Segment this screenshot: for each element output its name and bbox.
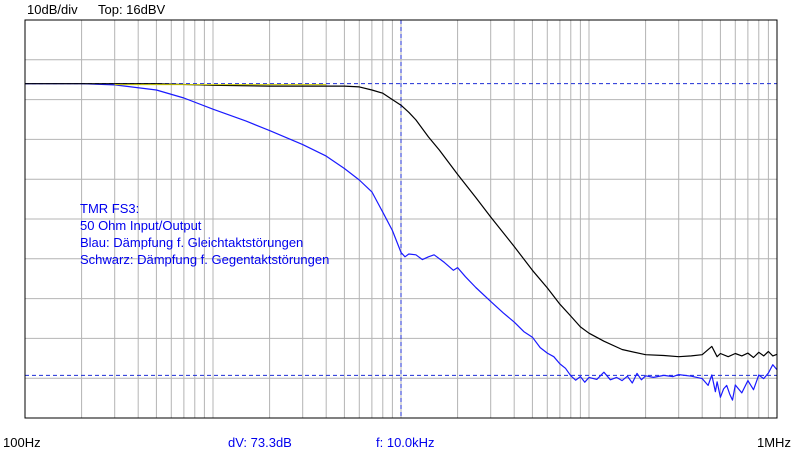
trace-black [25,83,778,359]
delta-v-readout: dV: 73.3dB [228,435,292,450]
top-level-label: Top: 16dBV [98,2,166,17]
cursor-lines [25,20,777,418]
scale-label: 10dB/div [27,2,78,17]
plot-frame [24,19,778,419]
x-axis-start-label: 100Hz [3,435,41,450]
annotation-line-3: Blau: Dämpfung f. Gleichtaktstörungen [80,235,304,250]
traces [25,83,778,401]
x-axis-end-label: 1MHz [757,435,791,450]
annotation-line-2: 50 Ohm Input/Output [80,218,202,233]
trace-blue [25,83,778,401]
annotation-line-1: TMR FS3: [80,201,140,216]
frequency-readout: f: 10.0kHz [376,435,435,450]
annotation-line-4: Schwarz: Dämpfung f. Gegentaktstörungen [80,252,330,267]
